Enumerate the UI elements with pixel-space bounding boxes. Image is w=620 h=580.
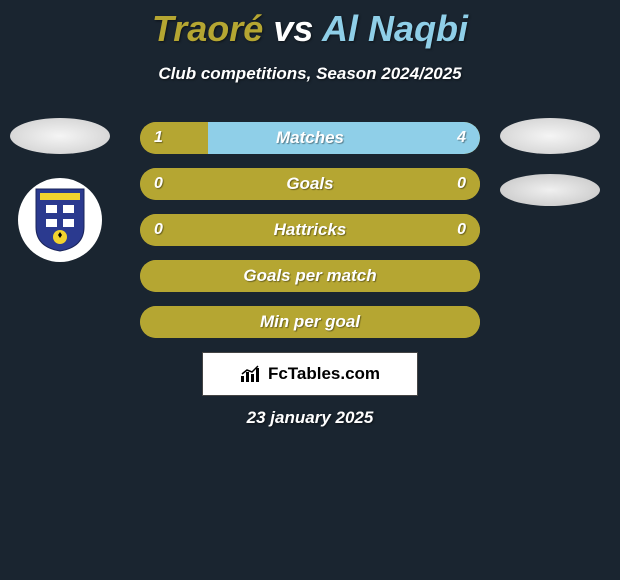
player-left-club-badge — [18, 178, 102, 262]
stat-label: Hattricks — [140, 220, 480, 240]
player-right-name: Al Naqbi — [322, 8, 468, 49]
bars-icon — [240, 365, 262, 383]
stat-row: 00Goals — [140, 168, 480, 200]
player-left-avatar — [10, 118, 110, 154]
vs-separator: vs — [263, 8, 322, 49]
subtitle: Club competitions, Season 2024/2025 — [0, 64, 620, 84]
stat-row: Goals per match — [140, 260, 480, 292]
stat-label: Min per goal — [140, 312, 480, 332]
watermark: FcTables.com — [202, 352, 418, 396]
stat-row: 14Matches — [140, 122, 480, 154]
stat-bars: 14Matches 00Goals 00Hattricks Goals per mat… — [140, 122, 480, 352]
player-left-name: Traoré — [152, 8, 263, 49]
headline: Traoré vs Al Naqbi — [0, 0, 620, 50]
player-right-club-badge — [500, 174, 600, 206]
snapshot-date: 23 january 2025 — [0, 408, 620, 428]
watermark-text: FcTables.com — [268, 364, 380, 384]
stat-row: Min per goal — [140, 306, 480, 338]
stat-label: Goals per match — [140, 266, 480, 286]
comparison-card: Traoré vs Al Naqbi Club competitions, Se… — [0, 0, 620, 580]
player-right-avatar — [500, 118, 600, 154]
stat-row: 00Hattricks — [140, 214, 480, 246]
shield-icon — [32, 187, 88, 253]
stat-label: Goals — [140, 174, 480, 194]
stat-label: Matches — [140, 128, 480, 148]
